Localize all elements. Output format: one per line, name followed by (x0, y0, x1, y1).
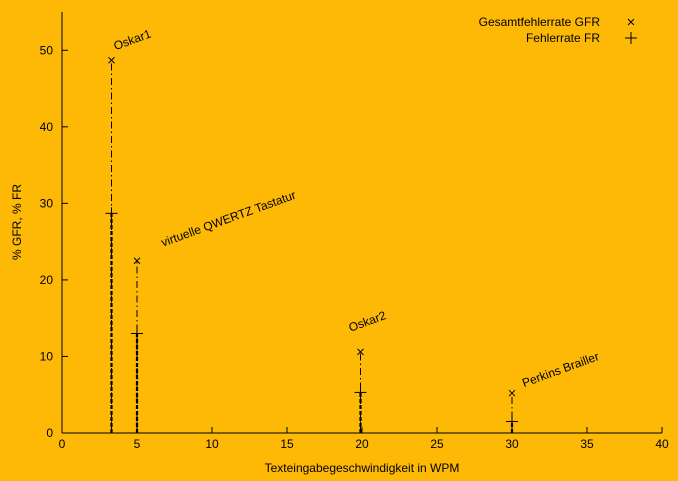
annotation-label: Oskar2 (347, 308, 388, 334)
x-tick-label: 5 (134, 437, 141, 451)
x-tick-label: 30 (505, 437, 519, 451)
axes: 0 5 10 15 20 25 30 35 40 0 10 20 30 40 50 (40, 12, 669, 451)
fr-point (131, 327, 143, 340)
x-tick-label: 20 (355, 437, 369, 451)
y-tick-label: 20 (40, 273, 54, 287)
legend-marker-gfr (627, 18, 635, 26)
y-tick-label: 0 (46, 426, 53, 440)
legend: Gesamtfehlerrate GFR Fehlerrate FR (479, 15, 637, 45)
gfr-point (357, 348, 364, 356)
point-annotations: Oskar1 virtuelle QWERTZ Tastatur Oskar2 Per… (112, 27, 601, 390)
y-tick-label: 30 (40, 196, 54, 210)
gfr-point (133, 257, 141, 265)
fr-point (506, 415, 518, 428)
y-axis-label: % GFR, % FR (10, 184, 24, 260)
annotation-label: Oskar1 (112, 27, 153, 53)
legend-label-fr: Fehlerrate FR (526, 31, 600, 45)
gfr-point (508, 389, 516, 397)
annotation-label: virtuelle QWERTZ Tastatur (159, 188, 297, 250)
fr-point (105, 207, 118, 220)
y-tick-label: 50 (40, 43, 54, 57)
x-tick-label: 15 (280, 437, 294, 451)
x-tick-label: 35 (580, 437, 594, 451)
x-tick-label: 40 (655, 437, 669, 451)
x-axis-label: Texteingabegeschwindigkeit in WPM (265, 461, 460, 475)
y-tick-label: 10 (40, 349, 54, 363)
gfr-point (108, 56, 115, 64)
legend-label-gfr: Gesamtfehlerrate GFR (479, 15, 601, 29)
x-tick-label: 10 (205, 437, 219, 451)
data-marks (105, 56, 518, 433)
y-tick-label: 40 (40, 120, 54, 134)
annotation-label: Perkins Brailler (520, 349, 601, 390)
x-tick-label: 25 (430, 437, 444, 451)
x-tick-label: 0 (59, 437, 66, 451)
fr-point (354, 386, 367, 399)
legend-marker-fr (625, 32, 637, 44)
